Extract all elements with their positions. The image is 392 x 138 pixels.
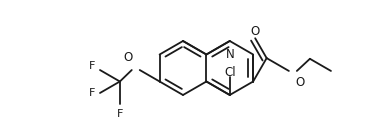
Text: Cl: Cl xyxy=(224,66,236,79)
Text: O: O xyxy=(296,76,305,89)
Text: O: O xyxy=(123,51,133,64)
Text: F: F xyxy=(117,109,123,120)
Text: N: N xyxy=(225,48,234,61)
Text: F: F xyxy=(89,88,95,98)
Text: F: F xyxy=(89,61,95,71)
Text: O: O xyxy=(250,25,260,38)
